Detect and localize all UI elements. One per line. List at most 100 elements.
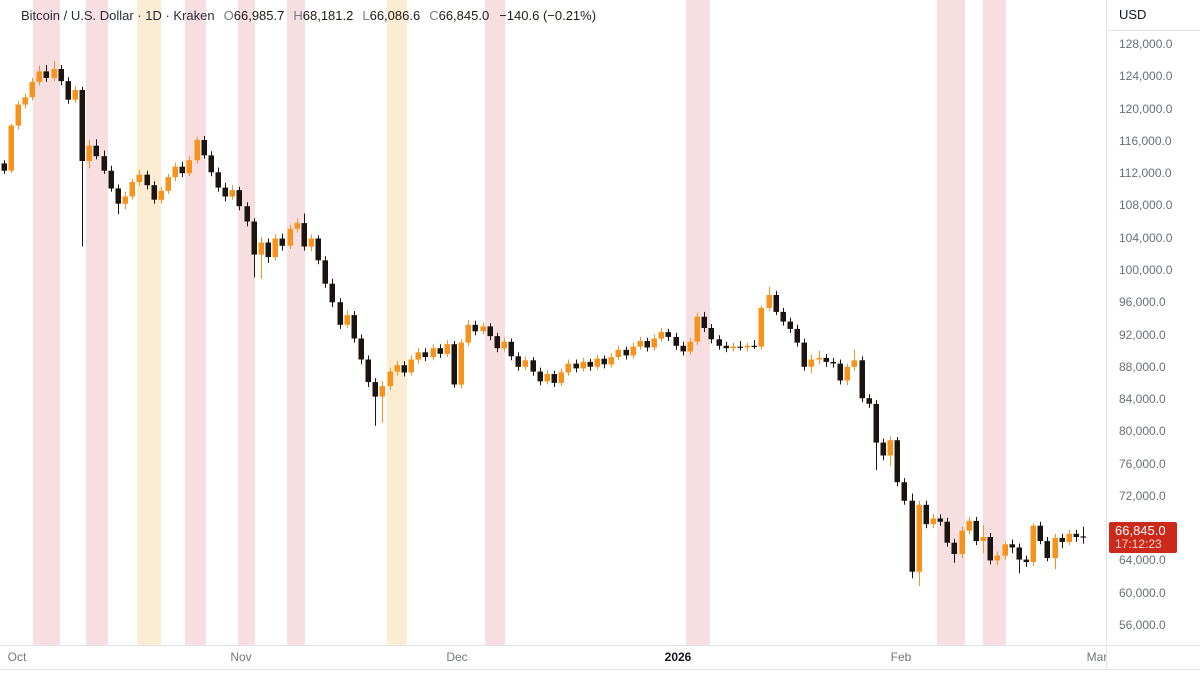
candles-svg bbox=[1, 60, 1086, 587]
candle bbox=[816, 350, 822, 365]
candle bbox=[236, 186, 242, 211]
candle bbox=[151, 181, 157, 204]
candle bbox=[65, 77, 71, 104]
time-axis[interactable]: Oct Nov Dec 2026 Feb Mar bbox=[0, 645, 1200, 670]
candle bbox=[72, 86, 78, 103]
candle bbox=[444, 340, 450, 358]
symbol-legend: Bitcoin / U.S. Dollar · 1D · Kraken O66,9… bbox=[21, 8, 596, 23]
candle bbox=[508, 338, 514, 361]
candle bbox=[115, 184, 121, 215]
candle bbox=[265, 238, 271, 263]
candle bbox=[1044, 537, 1050, 562]
session-highlight-band bbox=[983, 0, 1006, 645]
candle bbox=[665, 328, 671, 341]
candle bbox=[1002, 541, 1008, 560]
price-tick-label: 104,000.0 bbox=[1119, 230, 1173, 245]
ohlc-high: H68,181.2 bbox=[293, 8, 354, 23]
candle bbox=[751, 340, 757, 349]
candle bbox=[15, 101, 21, 130]
candle bbox=[973, 516, 979, 546]
change-value: −140.6 (−0.21%) bbox=[499, 8, 597, 23]
candle bbox=[558, 368, 564, 387]
candle bbox=[1023, 555, 1029, 567]
candle bbox=[551, 370, 557, 387]
candle bbox=[8, 123, 14, 174]
candle bbox=[880, 438, 886, 461]
candle bbox=[844, 363, 850, 386]
candle bbox=[837, 359, 843, 385]
candle bbox=[887, 436, 893, 466]
candle bbox=[930, 513, 936, 529]
session-highlight-band bbox=[33, 0, 60, 645]
candle bbox=[394, 361, 400, 376]
currency-toggle-button[interactable]: USD bbox=[1107, 0, 1200, 31]
candle bbox=[172, 162, 178, 182]
price-tick-label: 80,000.0 bbox=[1119, 424, 1166, 439]
candle bbox=[608, 353, 614, 368]
candle bbox=[29, 77, 35, 101]
price-tick-label: 88,000.0 bbox=[1119, 359, 1166, 374]
candle bbox=[144, 170, 150, 190]
candle bbox=[708, 324, 714, 344]
candle bbox=[537, 367, 543, 386]
candlestick-chart[interactable]: Bitcoin / U.S. Dollar · 1D · Kraken O66,9… bbox=[0, 0, 1106, 645]
candle bbox=[959, 526, 965, 558]
candle bbox=[122, 191, 128, 210]
price-tick-label: 120,000.0 bbox=[1119, 101, 1173, 116]
candle bbox=[873, 399, 879, 471]
candle bbox=[1037, 521, 1043, 545]
candle bbox=[86, 140, 92, 169]
candle bbox=[358, 334, 364, 365]
candle bbox=[944, 517, 950, 547]
price-tick-label: 64,000.0 bbox=[1119, 553, 1166, 568]
last-price-label[interactable]: 66,845.0 17:12:23 bbox=[1109, 522, 1177, 554]
symbol-title[interactable]: Bitcoin / U.S. Dollar · 1D · Kraken bbox=[21, 8, 215, 23]
candle bbox=[279, 233, 285, 251]
candle bbox=[716, 335, 722, 350]
candle bbox=[773, 290, 779, 316]
candle bbox=[766, 286, 772, 312]
candle bbox=[351, 311, 357, 343]
price-tick-label: 60,000.0 bbox=[1119, 585, 1166, 600]
candle bbox=[651, 334, 657, 351]
price-tick-label: 108,000.0 bbox=[1119, 198, 1173, 213]
price-tick-label: 128,000.0 bbox=[1119, 37, 1173, 51]
candle bbox=[272, 234, 278, 261]
candle bbox=[43, 65, 49, 82]
candle bbox=[437, 344, 443, 358]
session-highlight-band bbox=[387, 0, 407, 645]
candle bbox=[1, 160, 7, 174]
candle bbox=[615, 345, 621, 361]
candle bbox=[573, 359, 579, 373]
price-tick-label: 112,000.0 bbox=[1119, 166, 1172, 181]
candle bbox=[530, 357, 536, 376]
candle bbox=[372, 378, 378, 426]
candle bbox=[780, 307, 786, 326]
candle bbox=[894, 437, 900, 487]
price-tick-label: 116,000.0 bbox=[1119, 133, 1172, 148]
candle bbox=[1080, 526, 1086, 544]
candle bbox=[630, 342, 636, 359]
candle bbox=[601, 355, 607, 369]
candle bbox=[987, 533, 993, 565]
time-tick-label: 2026 bbox=[664, 650, 692, 664]
candle bbox=[329, 278, 335, 308]
candle bbox=[544, 370, 550, 385]
candle bbox=[108, 165, 114, 192]
candle bbox=[637, 336, 643, 350]
candle bbox=[487, 323, 493, 341]
ohlc-open: O66,985.7 bbox=[223, 8, 285, 23]
candle bbox=[422, 348, 428, 362]
candle bbox=[794, 324, 800, 347]
candle bbox=[51, 60, 57, 82]
candle bbox=[401, 361, 407, 377]
candle bbox=[501, 337, 507, 352]
price-tick-label: 56,000.0 bbox=[1119, 618, 1166, 632]
candle bbox=[680, 341, 686, 356]
price-axis[interactable]: USD 128,000.0 124,000.0 120,000.0 116,000.0… bbox=[1106, 0, 1200, 670]
time-tick-label: Mar bbox=[1086, 650, 1106, 664]
candle bbox=[1066, 529, 1072, 546]
candle bbox=[1016, 543, 1022, 574]
candle bbox=[594, 354, 600, 370]
candle bbox=[472, 320, 478, 336]
